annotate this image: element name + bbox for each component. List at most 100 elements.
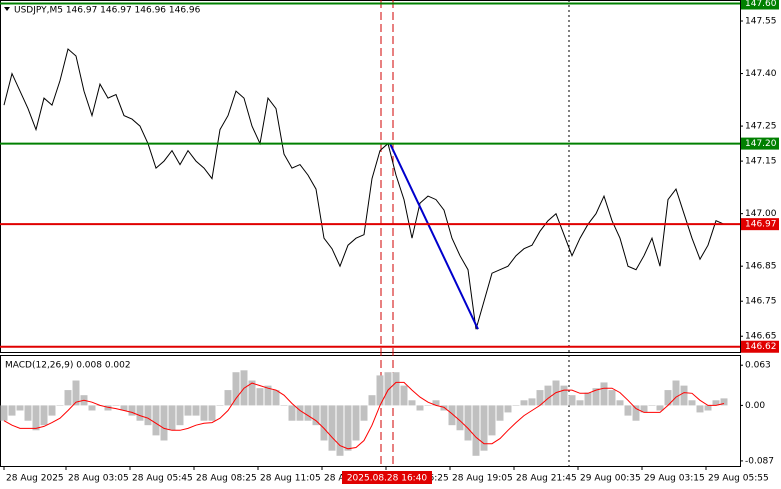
macd-bar — [24, 405, 32, 421]
macd-bar — [8, 405, 16, 416]
macd-bar — [136, 405, 144, 421]
macd-bar — [120, 405, 128, 411]
y-tick-label: 0.063 — [745, 361, 771, 371]
macd-bar — [536, 390, 544, 406]
macd-bar — [200, 405, 208, 421]
x-tick-label: 28 Aug 03:05 — [68, 474, 129, 484]
macd-bar — [440, 405, 448, 411]
macd-bar — [568, 395, 576, 406]
cursor-label: 2025.08.28 16:40 — [347, 474, 428, 484]
macd-bar — [496, 405, 504, 421]
macd-bar — [416, 405, 424, 411]
macd-bar — [304, 405, 312, 421]
y-tick-label: -0.087 — [745, 456, 774, 466]
macd-bar — [688, 400, 696, 406]
macd-bar — [464, 405, 472, 441]
macd-bar — [648, 405, 656, 406]
macd-bar — [408, 400, 416, 406]
macd-bar — [336, 405, 344, 456]
macd-bar — [624, 405, 632, 416]
x-tick-label: 28 Aug 2025 — [6, 474, 64, 484]
macd-bar — [712, 400, 720, 406]
level-label: 147.60 — [745, 0, 777, 9]
macd-bar — [392, 372, 400, 406]
y-tick-label: 146.65 — [745, 332, 777, 342]
macd-bar — [520, 400, 528, 406]
macd-bar — [400, 385, 408, 406]
y-tick-label: 147.40 — [745, 69, 777, 79]
macd-bar — [0, 405, 8, 421]
macd-bar — [328, 405, 336, 451]
macd-bar — [288, 405, 296, 421]
macd-bar — [488, 405, 496, 436]
macd-bar — [112, 405, 120, 406]
macd-bar — [480, 405, 488, 451]
macd-bar — [160, 405, 168, 441]
x-tick-label: 29 Aug 03:15 — [644, 474, 705, 484]
macd-bar — [192, 405, 200, 416]
macd-bar — [56, 405, 64, 406]
macd-bar — [472, 405, 480, 456]
macd-bar — [144, 405, 152, 426]
signal-line — [3, 381, 725, 450]
level-label-box — [741, 0, 779, 10]
macd-bar — [224, 390, 232, 406]
y-tick-label: 146.85 — [745, 262, 777, 272]
price-frame — [0, 0, 741, 353]
macd-bar — [32, 405, 40, 431]
macd-bar — [320, 405, 328, 441]
macd-bar — [264, 385, 272, 406]
macd-bar — [384, 372, 392, 406]
level-label: 147.20 — [745, 139, 777, 149]
macd-bar — [608, 390, 616, 406]
macd-bar — [272, 390, 280, 406]
x-tick-label: 28 Aug 11:05 — [260, 474, 321, 484]
macd-bar — [360, 405, 368, 421]
macd-bar — [576, 400, 584, 406]
macd-bar — [296, 405, 304, 421]
macd-bar — [176, 405, 184, 426]
macd-bar — [368, 395, 376, 406]
macd-bar — [352, 405, 360, 441]
macd-bar — [168, 405, 176, 431]
level-label-box — [741, 218, 779, 231]
x-tick-label: 28 Aug 19:05 — [452, 474, 513, 484]
level-label: 146.97 — [745, 220, 777, 230]
macd-bar — [344, 405, 352, 451]
macd-bar — [208, 405, 216, 421]
macd-bar — [232, 372, 240, 406]
macd-bar — [704, 405, 712, 411]
macd-bar — [616, 400, 624, 406]
macd-bar — [664, 390, 672, 406]
macd-bar — [16, 405, 24, 411]
macd-bar — [584, 392, 592, 406]
y-tick-label: 147.00 — [745, 209, 777, 219]
y-tick-label: 146.75 — [745, 297, 777, 307]
macd-bar — [256, 388, 264, 406]
macd-bar — [64, 390, 72, 406]
macd-bar — [656, 405, 664, 411]
macd-bar — [448, 405, 456, 426]
macd-bar — [152, 405, 160, 436]
macd-bar — [376, 375, 384, 406]
y-tick-label: 147.15 — [745, 157, 777, 167]
macd-bar — [632, 405, 640, 421]
macd-bar — [184, 405, 192, 416]
macd-bar — [512, 405, 520, 406]
chart-title: USDJPY,M5 146.97 146.97 146.96 146.96 — [14, 6, 201, 16]
macd-bar — [672, 380, 680, 406]
title-arrow — [4, 7, 10, 11]
macd-bar — [312, 405, 320, 426]
y-tick-label: 147.25 — [745, 122, 777, 132]
x-tick-label: 28 Aug 08:25 — [196, 474, 257, 484]
macd-bar — [640, 405, 648, 413]
level-label-box — [741, 340, 779, 353]
trend-line — [389, 143, 479, 330]
macd-bar — [104, 405, 112, 411]
macd-bar — [248, 380, 256, 406]
price-line — [3, 48, 725, 330]
macd-bar — [528, 398, 536, 406]
macd-bar — [128, 405, 136, 416]
macd-bar — [72, 380, 80, 406]
